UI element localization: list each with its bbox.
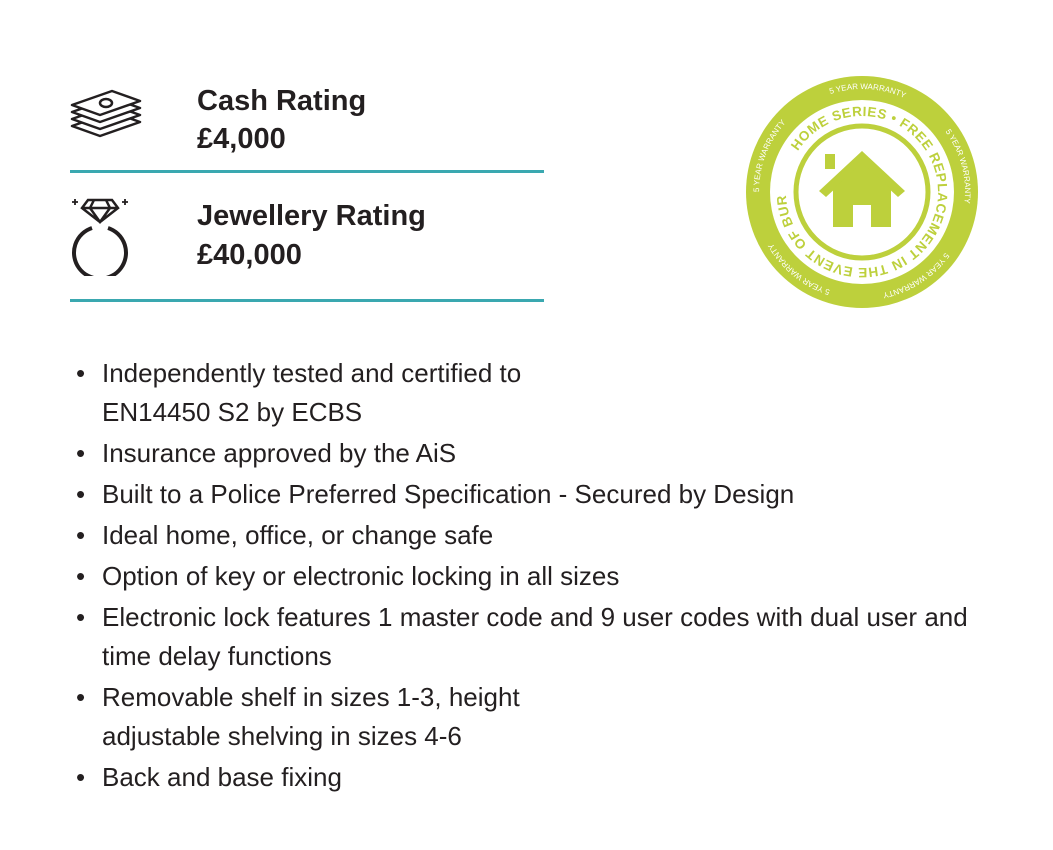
jewellery-rating-label: Jewellery Rating: [197, 200, 426, 232]
divider: [70, 170, 544, 173]
jewellery-rating-value: £40,000: [197, 239, 302, 271]
list-item: Option of key or electronic locking in a…: [76, 557, 976, 596]
list-item: Ideal home, office, or change safe: [76, 516, 976, 555]
list-item: Independently tested and certified to EN…: [76, 354, 622, 432]
feature-list: Independently tested and certified to EN…: [76, 354, 976, 799]
list-item: Insurance approved by the AiS: [76, 434, 976, 473]
cash-rating-label: Cash Rating: [197, 85, 367, 117]
home-series-warranty-badge: 5 YEAR WARRANTY 5 YEAR WARRANTY 5 YEAR W…: [745, 75, 978, 308]
divider: [70, 299, 544, 302]
diamond-ring-icon: [72, 198, 128, 276]
house-icon: [819, 151, 905, 227]
list-item: Removable shelf in sizes 1-3, height adj…: [76, 678, 622, 756]
list-item: Electronic lock features 1 master code a…: [76, 598, 972, 676]
cash-rating-value: £4,000: [197, 123, 286, 155]
list-item: Back and base fixing: [76, 758, 976, 797]
cash-stack-icon: [70, 89, 142, 138]
list-item: Built to a Police Preferred Specificatio…: [76, 475, 976, 514]
